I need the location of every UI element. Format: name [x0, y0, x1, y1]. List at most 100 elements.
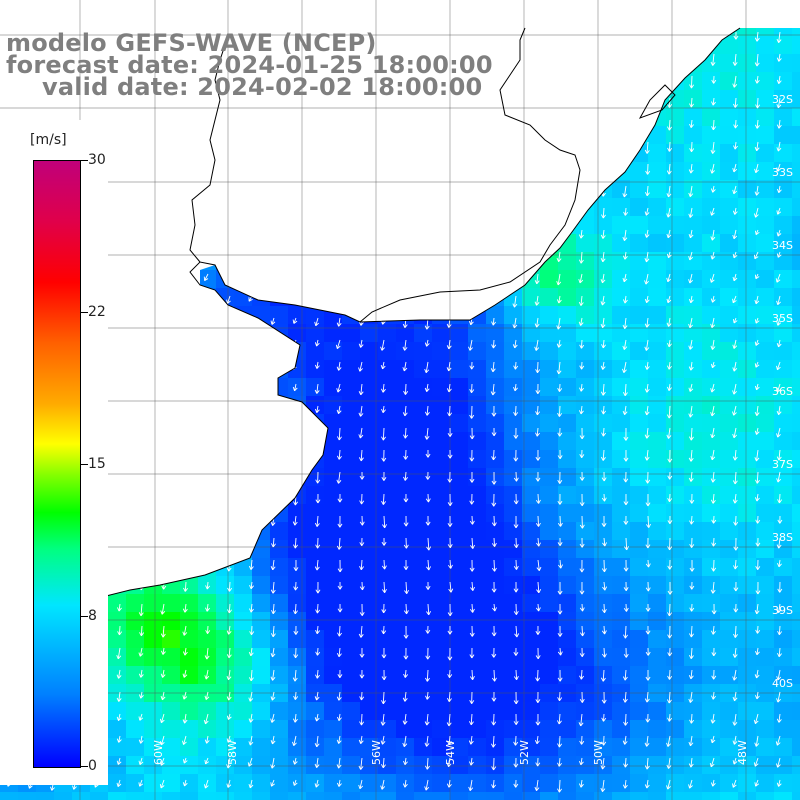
wind-arrow: [622, 317, 628, 329]
wind-speed-cell: [522, 594, 541, 613]
wind-speed-cell: [792, 522, 800, 541]
wind-speed-cell: [648, 630, 667, 649]
wind-arrow: [512, 163, 518, 175]
wind-arrow: [181, 339, 187, 348]
wind-arrow: [776, 317, 782, 326]
wind-arrow: [754, 669, 760, 679]
wind-arrow: [557, 53, 563, 67]
wind-speed-cell: [540, 504, 559, 523]
wind-speed-cell: [468, 540, 487, 559]
wind-arrow: [513, 537, 519, 548]
wind-speed-cell: [486, 180, 505, 199]
wind-speed-cell: [450, 360, 469, 379]
wind-speed-cell: [288, 540, 307, 559]
wind-arrow: [314, 207, 320, 215]
wind-arrow: [469, 361, 475, 370]
wind-arrow: [710, 207, 715, 216]
wind-arrow: [270, 405, 276, 414]
wind-speed-cell: [288, 360, 307, 379]
wind-arrow: [688, 251, 693, 261]
wind-speed-cell: [468, 648, 487, 667]
wind-speed-cell: [414, 216, 433, 235]
wind-speed-cell: [612, 648, 631, 667]
wind-arrow: [534, 229, 540, 238]
wind-speed-cell: [288, 594, 307, 613]
wind-arrow: [138, 251, 143, 261]
wind-arrow: [160, 471, 166, 481]
wind-speed-cell: [774, 342, 793, 361]
wind-speed-cell: [360, 576, 379, 595]
wind-arrow: [557, 757, 562, 767]
wind-speed-cell: [630, 90, 649, 109]
wind-arrow: [358, 405, 364, 417]
wind-arrow: [667, 625, 673, 639]
wind-arrow: [138, 273, 143, 283]
wind-speed-cell: [252, 126, 271, 145]
wind-speed-cell: [576, 270, 595, 289]
wind-speed-cell: [324, 324, 343, 343]
wind-speed-cell: [540, 162, 559, 181]
wind-speed-cell: [522, 28, 541, 37]
wind-speed-cell: [702, 270, 721, 289]
wind-speed-cell: [630, 558, 649, 577]
wind-arrow: [402, 361, 408, 372]
wind-speed-cell: [450, 342, 469, 361]
wind-speed-cell: [414, 198, 433, 217]
wind-speed-cell: [486, 486, 505, 505]
wind-arrow: [447, 163, 453, 177]
wind-arrow: [315, 493, 321, 504]
wind-speed-cell: [576, 216, 595, 235]
wind-speed-cell: [486, 612, 505, 631]
wind-speed-cell: [108, 504, 127, 523]
wind-arrow: [138, 185, 144, 193]
wind-speed-cell: [216, 612, 235, 631]
wind-speed-cell: [504, 162, 523, 181]
wind-speed-cell: [594, 126, 613, 145]
wind-arrow: [181, 317, 187, 328]
wind-arrow: [380, 779, 386, 790]
wind-arrow: [513, 581, 519, 593]
wind-arrow: [755, 97, 761, 109]
wind-speed-cell: [180, 612, 199, 631]
wind-speed-cell: [486, 378, 505, 397]
wind-speed-cell: [360, 774, 379, 793]
wind-speed-cell: [684, 450, 703, 469]
wind-speed-cell: [342, 666, 361, 685]
wind-arrow: [182, 141, 188, 150]
wind-speed-cell: [288, 792, 307, 800]
wind-arrow: [601, 53, 607, 65]
wind-arrow: [754, 53, 760, 67]
wind-arrow: [140, 10, 144, 18]
wind-speed-cell: [756, 558, 775, 577]
wind-speed-cell: [702, 432, 721, 451]
wind-speed-cell: [792, 774, 800, 793]
wind-arrow: [556, 251, 562, 262]
wind-speed-cell: [612, 36, 631, 55]
wind-arrow: [138, 383, 144, 392]
wind-speed-cell: [630, 72, 649, 91]
wind-arrow: [314, 515, 320, 527]
wind-speed-cell: [612, 288, 631, 307]
wind-speed-cell: [126, 378, 145, 397]
wind-speed-cell: [162, 414, 181, 433]
wind-speed-cell: [792, 234, 800, 253]
wind-speed-cell: [684, 504, 703, 523]
wind-arrow: [622, 383, 628, 397]
wind-speed-cell: [306, 432, 325, 451]
wind-speed-cell: [468, 396, 487, 415]
wind-speed-cell: [576, 306, 595, 325]
wind-speed-cell: [432, 108, 451, 127]
wind-arrow: [248, 251, 253, 260]
wind-arrow: [667, 669, 673, 680]
wind-speed-cell: [630, 648, 649, 667]
wind-speed-cell: [666, 288, 685, 307]
wind-speed-cell: [576, 28, 595, 37]
wind-arrow: [116, 383, 122, 393]
wind-speed-cell: [702, 288, 721, 307]
wind-speed-cell: [216, 666, 235, 685]
wind-speed-cell: [216, 306, 235, 325]
wind-arrow: [359, 669, 365, 679]
wind-arrow: [248, 647, 254, 657]
wind-speed-cell: [504, 126, 523, 145]
wind-arrow: [270, 735, 276, 745]
